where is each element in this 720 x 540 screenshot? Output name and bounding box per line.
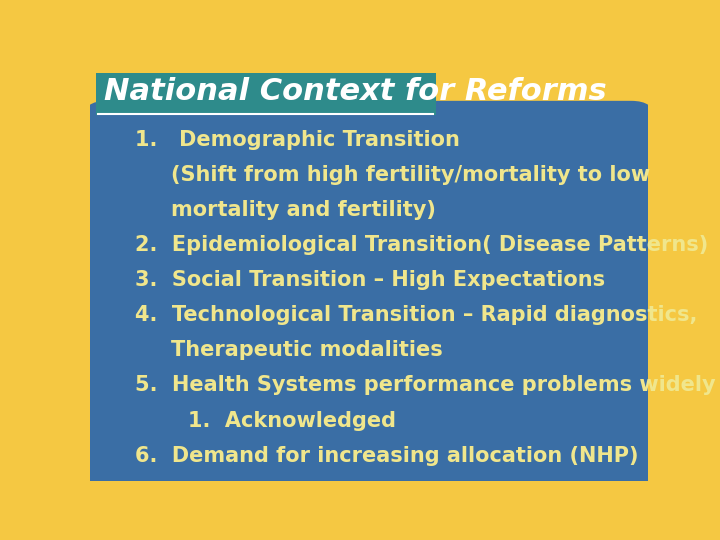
- Text: 4.  Technological Transition – Rapid diagnostics,: 4. Technological Transition – Rapid diag…: [135, 305, 697, 325]
- Text: 5.  Health Systems performance problems widely: 5. Health Systems performance problems w…: [135, 375, 715, 395]
- Text: mortality and fertility): mortality and fertility): [171, 200, 436, 220]
- Text: 1.   Demographic Transition: 1. Demographic Transition: [135, 130, 459, 150]
- Text: 1.  Acknowledged: 1. Acknowledged: [188, 410, 396, 430]
- Text: National Context for Reforms: National Context for Reforms: [104, 77, 606, 106]
- Text: (Shift from high fertility/mortality to low: (Shift from high fertility/mortality to …: [171, 165, 650, 185]
- Text: 3.  Social Transition – High Expectations: 3. Social Transition – High Expectations: [135, 270, 605, 290]
- Text: Therapeutic modalities: Therapeutic modalities: [171, 340, 443, 360]
- Text: 6.  Demand for increasing allocation (NHP): 6. Demand for increasing allocation (NHP…: [135, 446, 638, 465]
- FancyBboxPatch shape: [96, 73, 436, 114]
- FancyBboxPatch shape: [84, 102, 654, 485]
- Text: 2.  Epidemiological Transition( Disease Patterns): 2. Epidemiological Transition( Disease P…: [135, 235, 708, 255]
